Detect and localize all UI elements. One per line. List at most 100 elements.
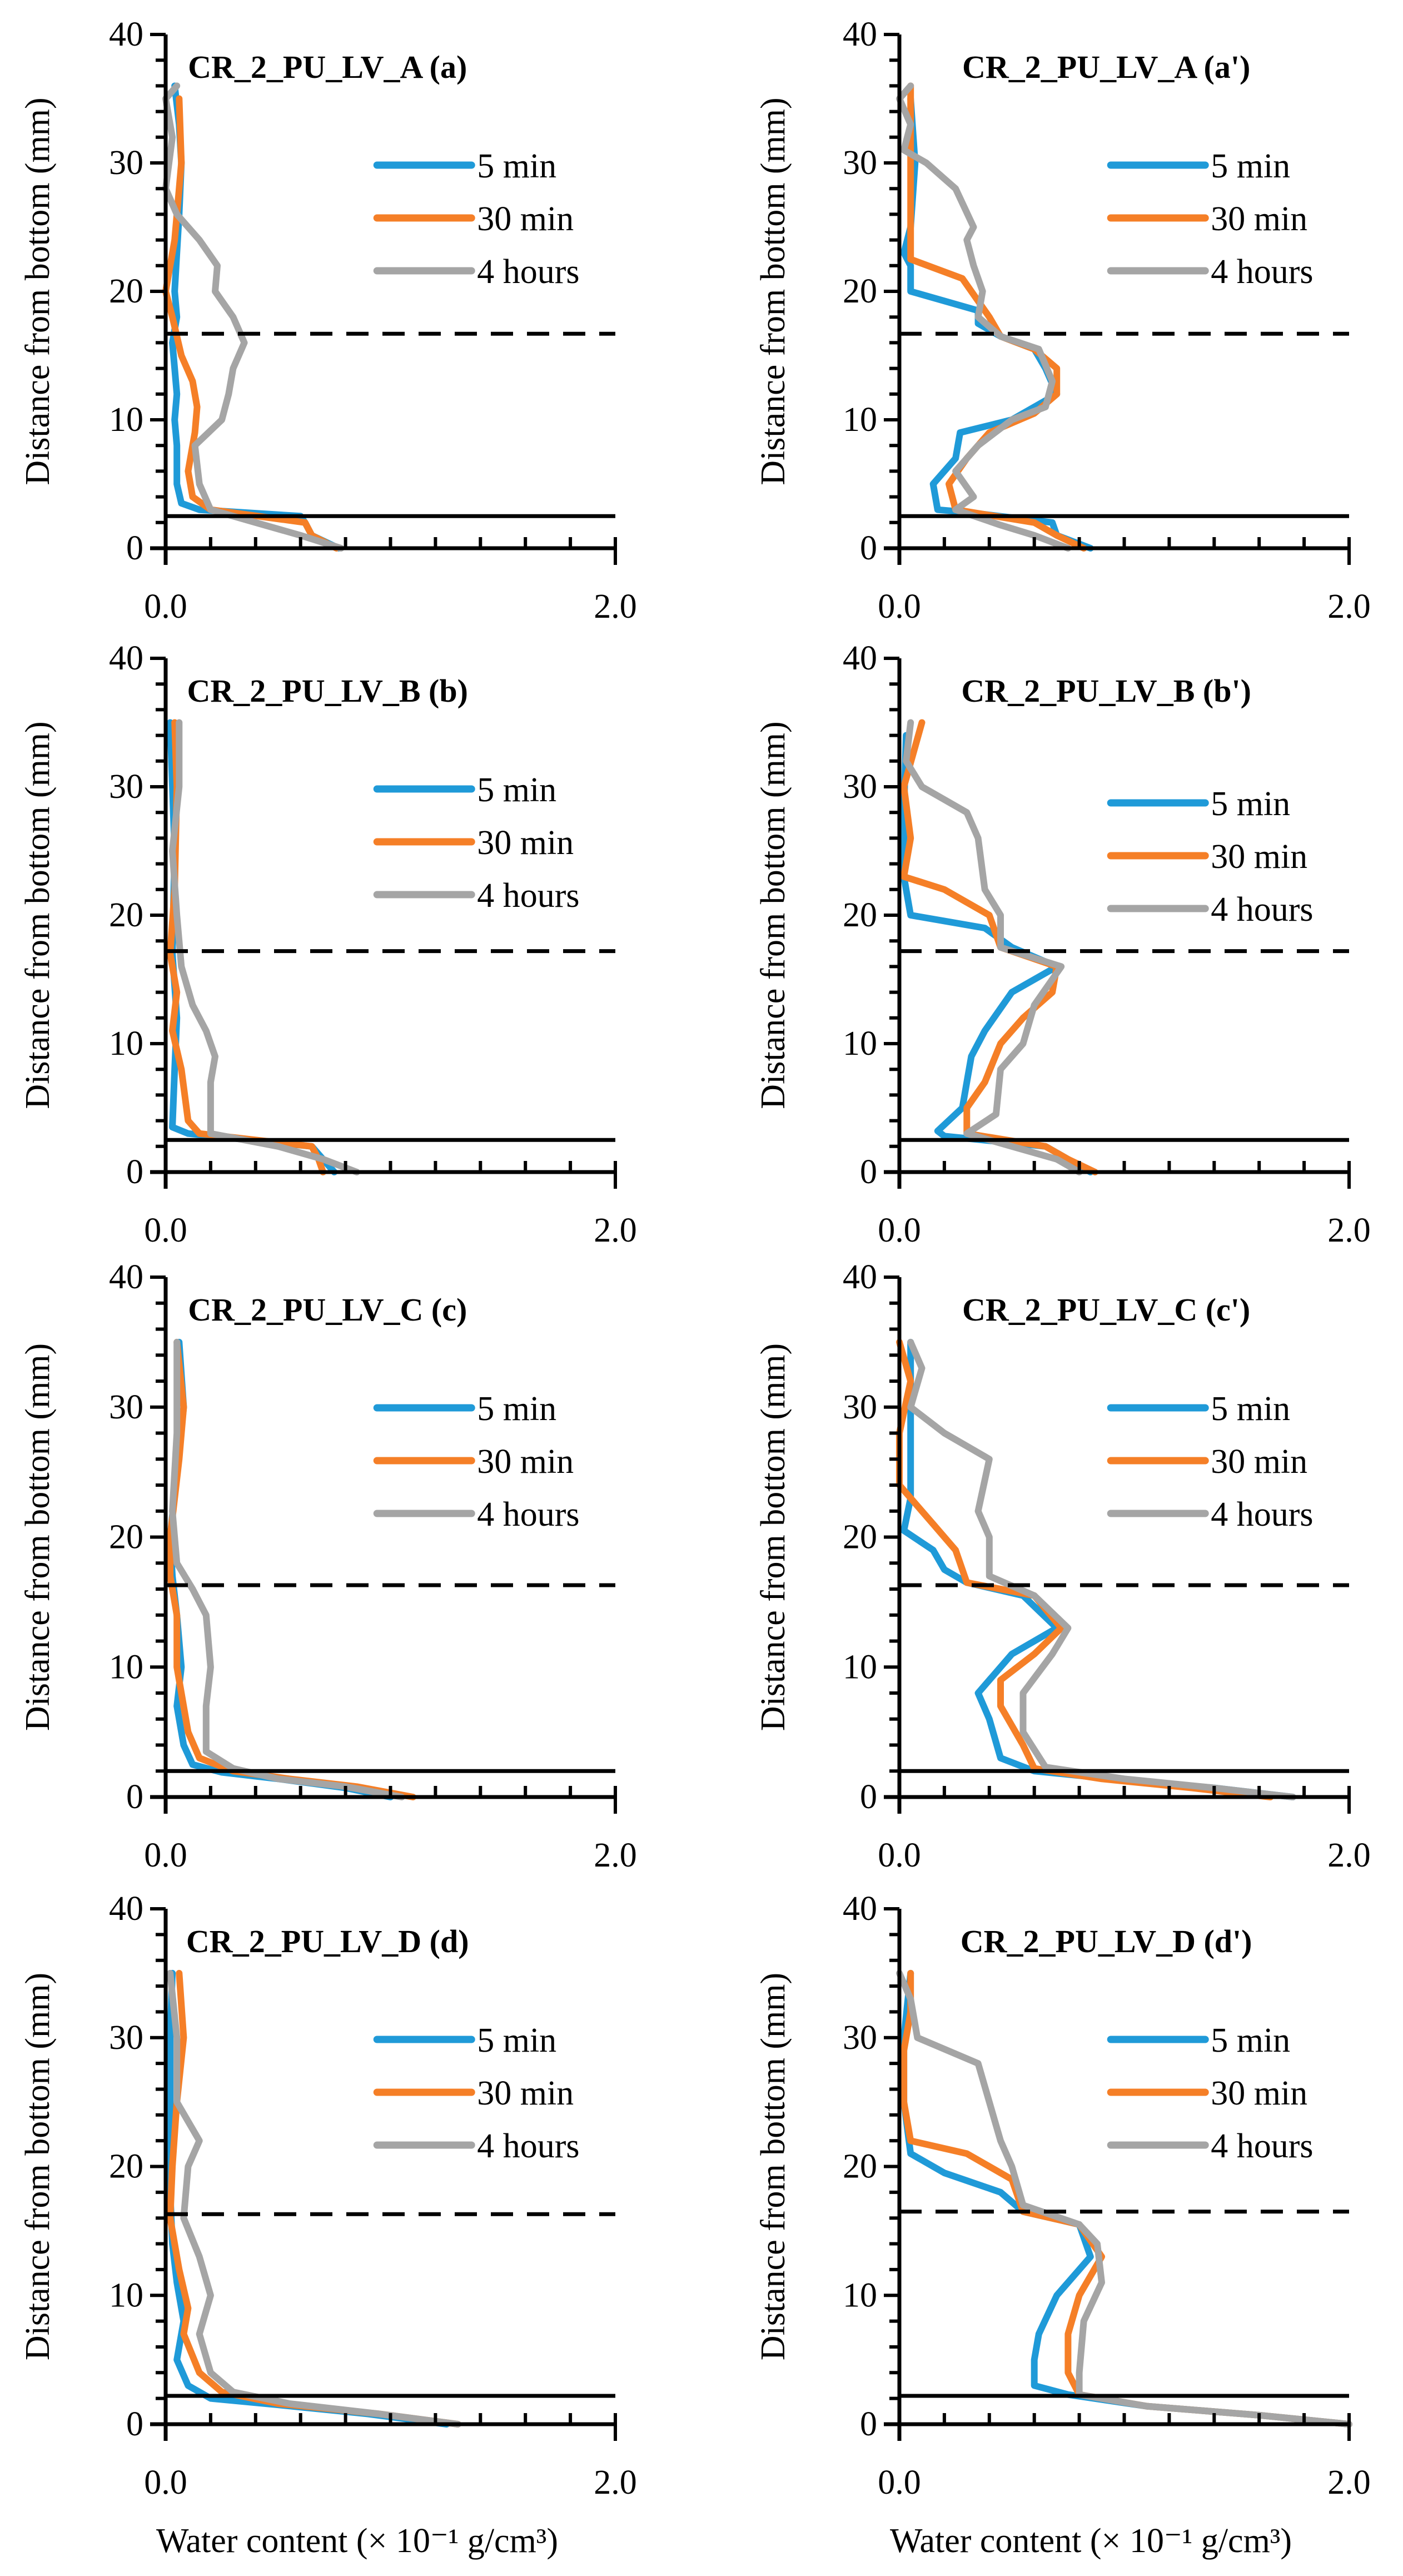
y-tick-label: 30 xyxy=(109,2019,143,2057)
y-tick-label: 30 xyxy=(843,2019,877,2057)
y-tick-label: 0 xyxy=(860,1778,877,1816)
y-tick-label: 0 xyxy=(126,2405,143,2443)
y-tick-label: 40 xyxy=(843,639,877,677)
y-tick-label: 0 xyxy=(126,1153,143,1191)
x-axis-label: Water content (× 10⁻¹ g/cm³) xyxy=(890,2522,1292,2560)
panel-title: CR_2_PU_LV_D (d) xyxy=(186,1923,469,1959)
panel-title: CR_2_PU_LV_B (b') xyxy=(961,673,1251,709)
series-line-4-hours xyxy=(903,719,1083,1175)
y-tick-label: 10 xyxy=(843,2276,877,2314)
series-line-4-hours xyxy=(169,719,360,1175)
legend-label: 4 hours xyxy=(477,877,579,915)
x-tick-label: 2.0 xyxy=(594,2464,637,2501)
panel-title: CR_2_PU_LV_A (a) xyxy=(188,49,467,85)
y-tick-label: 20 xyxy=(109,1518,143,1556)
series-line-4-hours xyxy=(896,82,1072,552)
legend-label: 30 min xyxy=(477,200,574,238)
x-tick-label: 0.0 xyxy=(144,1837,187,1874)
x-tick-label: 0.0 xyxy=(144,2464,187,2501)
y-axis-label: Distance from bottom (mm) xyxy=(19,97,57,485)
y-tick-label: 20 xyxy=(843,2148,877,2186)
y-tick-label: 10 xyxy=(109,1025,143,1063)
y-tick-label: 0 xyxy=(126,1778,143,1816)
panel-3: 0 10 20 30 40 0.0 2.0 Distance from bottom (mm)… xyxy=(19,639,637,1249)
y-tick-label: 20 xyxy=(843,272,877,310)
series-line-30-min xyxy=(167,719,327,1175)
series-line-4-hours xyxy=(896,1969,1352,2428)
panel-8: 0 10 20 30 40 0.0 2.0 Distance from bottom (mm)… xyxy=(754,1890,1371,2560)
y-axis-label: Distance from bottom (mm) xyxy=(754,97,792,485)
x-tick-label: 2.0 xyxy=(1327,2464,1371,2501)
panel-1: 0 10 20 30 40 0.0 2.0 Distance from bottom (mm)… xyxy=(19,16,637,626)
panel-title: CR_2_PU_LV_C (c) xyxy=(188,1292,467,1328)
y-tick-label: 10 xyxy=(109,401,143,439)
y-tick-label: 10 xyxy=(843,1648,877,1686)
legend-label: 5 min xyxy=(1211,2022,1290,2059)
y-tick-label: 20 xyxy=(109,2148,143,2186)
legend-label: 4 hours xyxy=(1211,891,1313,929)
x-tick-label: 2.0 xyxy=(1327,588,1371,626)
legend-label: 5 min xyxy=(1211,785,1290,823)
legend-label: 5 min xyxy=(477,2022,556,2059)
y-tick-label: 10 xyxy=(843,401,877,439)
y-tick-label: 20 xyxy=(109,896,143,934)
legend-label: 4 hours xyxy=(477,2127,579,2165)
y-tick-label: 40 xyxy=(109,1890,143,1928)
legend-label: 30 min xyxy=(477,2074,574,2112)
series-line-4-hours xyxy=(167,1969,461,2428)
y-tick-label: 20 xyxy=(109,272,143,310)
panel-5: 0 10 20 30 40 0.0 2.0 Distance from bottom (mm)… xyxy=(19,1258,637,1874)
y-tick-label: 40 xyxy=(843,1258,877,1296)
y-tick-label: 20 xyxy=(843,896,877,934)
legend-label: 4 hours xyxy=(1211,253,1313,291)
panel-7: 0 10 20 30 40 0.0 2.0 Distance from bottom (mm)… xyxy=(19,1890,637,2560)
panel-title: CR_2_PU_LV_A (a') xyxy=(962,49,1250,85)
y-tick-label: 10 xyxy=(109,2276,143,2314)
y-tick-label: 40 xyxy=(109,1258,143,1296)
legend-label: 5 min xyxy=(1211,1390,1290,1428)
legend-label: 30 min xyxy=(1211,2074,1307,2112)
panel-title: CR_2_PU_LV_C (c') xyxy=(962,1292,1250,1328)
x-tick-label: 2.0 xyxy=(594,1837,637,1874)
y-tick-label: 30 xyxy=(109,1388,143,1426)
legend-label: 30 min xyxy=(477,824,574,862)
x-tick-label: 2.0 xyxy=(1327,1837,1371,1874)
y-tick-label: 30 xyxy=(109,768,143,806)
y-tick-label: 0 xyxy=(126,529,143,567)
y-tick-label: 0 xyxy=(860,1153,877,1191)
y-tick-label: 40 xyxy=(109,639,143,677)
series-line-30-min xyxy=(162,95,340,552)
y-axis-label: Distance from bottom (mm) xyxy=(754,721,792,1109)
y-tick-label: 10 xyxy=(843,1025,877,1063)
legend-label: 4 hours xyxy=(477,1496,579,1533)
x-tick-label: 0.0 xyxy=(878,588,921,626)
y-tick-label: 0 xyxy=(860,529,877,567)
y-tick-label: 10 xyxy=(109,1648,143,1686)
panel-6: 0 10 20 30 40 0.0 2.0 Distance from bottom (mm)… xyxy=(754,1258,1371,1874)
x-tick-label: 0.0 xyxy=(878,2464,921,2501)
legend-label: 30 min xyxy=(477,1443,574,1481)
panel-title: CR_2_PU_LV_B (b) xyxy=(187,673,468,709)
y-axis-label: Distance from bottom (mm) xyxy=(754,1343,792,1731)
y-tick-label: 30 xyxy=(843,1388,877,1426)
y-tick-label: 40 xyxy=(843,16,877,53)
x-tick-label: 0.0 xyxy=(878,1212,921,1249)
y-tick-label: 30 xyxy=(843,768,877,806)
legend-label: 4 hours xyxy=(1211,1496,1313,1533)
x-axis-label: Water content (× 10⁻¹ g/cm³) xyxy=(156,2522,558,2560)
legend-label: 4 hours xyxy=(477,253,579,291)
y-axis-label: Distance from bottom (mm) xyxy=(19,1343,57,1731)
x-tick-label: 2.0 xyxy=(594,588,637,626)
legend-label: 5 min xyxy=(477,147,556,185)
legend-label: 5 min xyxy=(477,771,556,809)
series-line-5-min xyxy=(167,719,338,1175)
legend-label: 4 hours xyxy=(1211,2127,1313,2165)
panel-4: 0 10 20 30 40 0.0 2.0 Distance from bottom (mm)… xyxy=(754,639,1371,1249)
legend-label: 30 min xyxy=(1211,200,1307,238)
legend-label: 5 min xyxy=(1211,147,1290,185)
x-tick-label: 2.0 xyxy=(594,1212,637,1249)
legend-label: 30 min xyxy=(1211,1443,1307,1481)
y-tick-label: 0 xyxy=(860,2405,877,2443)
x-tick-label: 0.0 xyxy=(144,1212,187,1249)
